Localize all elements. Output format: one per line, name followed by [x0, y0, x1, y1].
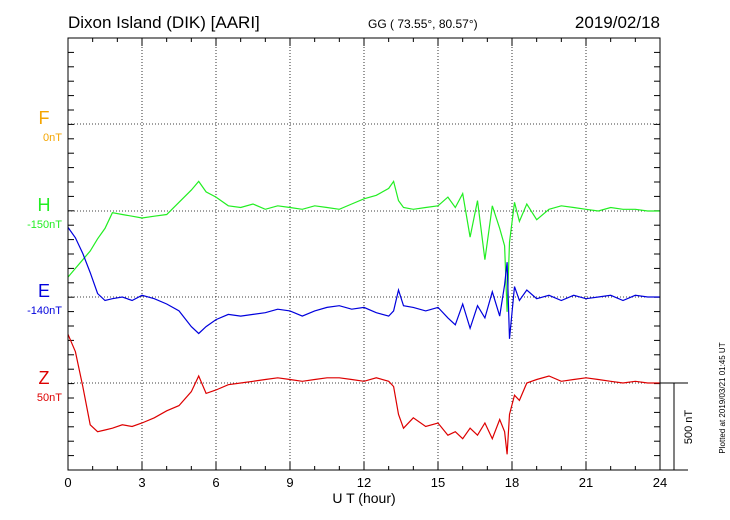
x-tick-label: 3 — [138, 475, 145, 490]
plotted-timestamp: Plotted at 2019/03/21 01:45 UT — [718, 342, 727, 453]
channel-f-label: F — [39, 108, 50, 128]
x-tick-label: 6 — [212, 475, 219, 490]
channel-h-offset: -150nT — [27, 219, 62, 231]
x-tick-labels: 0 3 6 9 12 15 18 21 24 — [64, 475, 667, 490]
station-title: Dixon Island (DIK) [AARI] — [68, 13, 260, 32]
x-tick-label: 0 — [64, 475, 71, 490]
channel-e-offset: -140nT — [27, 305, 62, 317]
series-z-line — [67, 334, 660, 455]
coords-label: GG ( 73.55°, 80.57°) — [368, 17, 478, 31]
series-e-line — [67, 227, 660, 339]
x-tick-label: 21 — [579, 475, 593, 490]
series-h-line — [67, 179, 660, 312]
channel-f-offset: 0nT — [43, 132, 62, 144]
channel-z-offset: 50nT — [37, 392, 62, 404]
plot-frame — [67, 37, 661, 471]
x-tick-label: 9 — [286, 475, 293, 490]
x-axis-label: U T (hour) — [332, 490, 395, 506]
channel-labels: F 0nT H -150nT E -140nT Z 50nT — [27, 108, 62, 404]
scale-bar-label: 500 nT — [683, 410, 695, 445]
channel-z-label: Z — [39, 368, 50, 388]
scale-bar: 500 nT — [660, 382, 695, 471]
channel-h-label: H — [38, 195, 51, 215]
series-lines — [67, 179, 660, 455]
axis-ticks — [67, 38, 661, 471]
x-tick-label: 24 — [653, 475, 667, 490]
grid-lines — [68, 38, 660, 470]
x-tick-label: 18 — [505, 475, 519, 490]
x-tick-label: 15 — [431, 475, 445, 490]
x-tick-label: 12 — [357, 475, 371, 490]
channel-e-label: E — [38, 281, 50, 301]
date-label: 2019/02/18 — [575, 13, 660, 32]
